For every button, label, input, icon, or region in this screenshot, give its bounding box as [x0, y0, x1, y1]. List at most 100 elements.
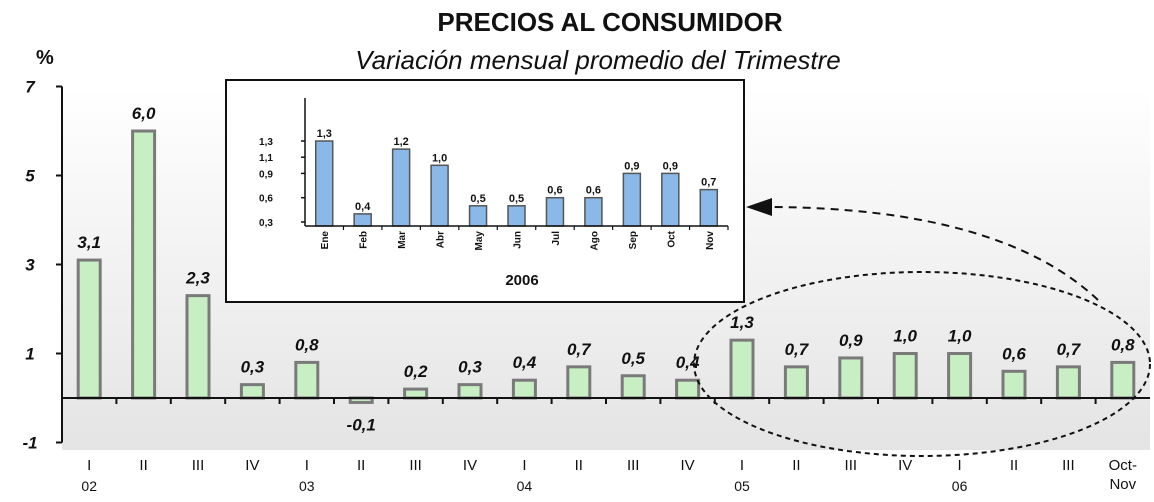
inset-data-label: 0,4 — [355, 201, 371, 213]
inset-data-label: 0,7 — [701, 177, 716, 189]
x-category-label: II — [139, 457, 147, 474]
inset-bar — [584, 196, 603, 227]
data-label: 1,0 — [893, 327, 917, 346]
data-label: 0,6 — [1002, 344, 1026, 363]
inset-month-label: Sep — [628, 231, 639, 249]
inset-frame — [225, 79, 745, 303]
bar — [131, 129, 157, 400]
bar — [566, 365, 592, 400]
inset-bar — [468, 205, 488, 227]
inset-data-label: 0,6 — [547, 185, 562, 197]
inset-data-label: 0,9 — [624, 160, 639, 172]
x-year-label: 02 — [81, 478, 97, 494]
inset-bar — [661, 172, 680, 227]
bar — [1110, 360, 1136, 400]
inset-bar — [545, 196, 565, 227]
data-label: 0,8 — [295, 335, 319, 354]
x-category-label: III — [1062, 457, 1075, 474]
x-category-label: III — [845, 457, 858, 474]
data-label: 1,3 — [730, 313, 754, 332]
inset-bar — [507, 205, 526, 227]
inset-month-label: May — [474, 231, 485, 251]
data-label: 0,7 — [1057, 340, 1082, 359]
highlight-ellipse — [693, 271, 1151, 457]
x-year-label: 05 — [734, 478, 750, 494]
inset-data-label: 1,2 — [393, 136, 408, 148]
data-label: 0,9 — [839, 331, 863, 350]
inset-year-label: 2006 — [505, 272, 538, 289]
x-category-label: II — [1010, 457, 1018, 474]
chart-subtitle: Variación mensual promedio del Trimestre — [355, 45, 841, 75]
callout-arrowhead — [746, 198, 772, 216]
bar — [838, 356, 864, 400]
x-category-label: II — [575, 457, 583, 474]
bar — [620, 374, 646, 400]
inset-bar — [353, 213, 372, 227]
bar — [729, 338, 755, 400]
data-label: 0,4 — [513, 353, 537, 372]
inset-month-label: Mar — [397, 231, 408, 249]
inset-data-label: 0,6 — [586, 185, 601, 197]
inset-data-label: 0,5 — [470, 193, 485, 205]
y-tick-label: 1 — [25, 345, 34, 364]
inset-y-axis: 1,3 1,1 0,9 0,6 0,3 — [259, 98, 306, 229]
x-category-label: III — [409, 457, 422, 474]
x-category-label: Oct- — [1109, 457, 1137, 474]
x-category-label: I — [305, 457, 309, 474]
inset-bars: 1,3 0,4 1,2 1,0 0,5 0,5 0,6 0,6 0,9 0,9 0,7 — [314, 128, 719, 227]
data-label: 6,0 — [132, 104, 156, 123]
y-axis-unit: % — [36, 47, 54, 69]
inset-month-label: Ene — [320, 231, 331, 250]
y-tick-label: 3 — [25, 256, 35, 275]
x-category-label: III — [192, 457, 205, 474]
inset-x-axis: Ene Feb Mar Abr May Jun Jul Ago Sep Oct Nov — [305, 225, 729, 251]
x-category-label: III — [627, 457, 640, 474]
x-category-label: IV — [463, 457, 477, 474]
data-label: 0,3 — [458, 358, 482, 377]
inset-data-label: 1,3 — [317, 128, 332, 140]
inset-month-label: Feb — [359, 231, 370, 249]
x-category-label: II — [792, 457, 800, 474]
x-category-label: II — [357, 457, 365, 474]
inset-month-label: Abr — [436, 231, 447, 248]
data-label: 0,4 — [676, 353, 700, 372]
x-year-label: 06 — [952, 478, 968, 494]
x-category-label: I — [87, 457, 91, 474]
y-tick-label: -1 — [22, 434, 37, 453]
data-label: 1,0 — [948, 327, 972, 346]
x-category-label: Nov — [1109, 476, 1136, 493]
y-tick-label: 5 — [25, 167, 35, 186]
bar — [239, 383, 265, 400]
inset-bar — [622, 172, 642, 227]
inset-month-label: Nov — [705, 231, 716, 250]
data-label: 0,2 — [404, 362, 428, 381]
data-label: 0,7 — [567, 340, 592, 359]
inset-data-label: 0,5 — [509, 193, 524, 205]
data-label: 0,8 — [1111, 335, 1135, 354]
inset-bar — [430, 164, 449, 227]
inset-data-label: 1,0 — [432, 152, 447, 164]
bar — [511, 378, 537, 400]
bar — [403, 387, 429, 400]
inset-bar — [314, 140, 334, 227]
inset-bar — [699, 188, 719, 227]
inset-chart: 1,3 1,1 0,9 0,6 0,3 1,3 0,4 1,2 1,0 0,5 0,5 0,6 0,6… — [225, 79, 745, 303]
inset-month-label: Jul — [551, 231, 562, 246]
main-y-axis: 7 5 3 1 -1 — [22, 78, 63, 453]
data-label: 0,3 — [241, 358, 265, 377]
bar — [185, 294, 211, 400]
inset-month-label: Oct — [666, 230, 677, 247]
inset-bar — [391, 148, 411, 227]
data-label: 0,7 — [785, 340, 810, 359]
x-year-label: 03 — [299, 478, 315, 494]
inset-y-tick-label: 0,6 — [259, 194, 273, 205]
bar — [1055, 365, 1081, 400]
x-year-label: 04 — [517, 478, 533, 494]
bar — [76, 258, 102, 400]
inset-y-tick-label: 0,9 — [259, 169, 273, 180]
bar — [947, 352, 973, 400]
x-category-label: I — [958, 457, 962, 474]
x-category-label: IV — [898, 457, 912, 474]
